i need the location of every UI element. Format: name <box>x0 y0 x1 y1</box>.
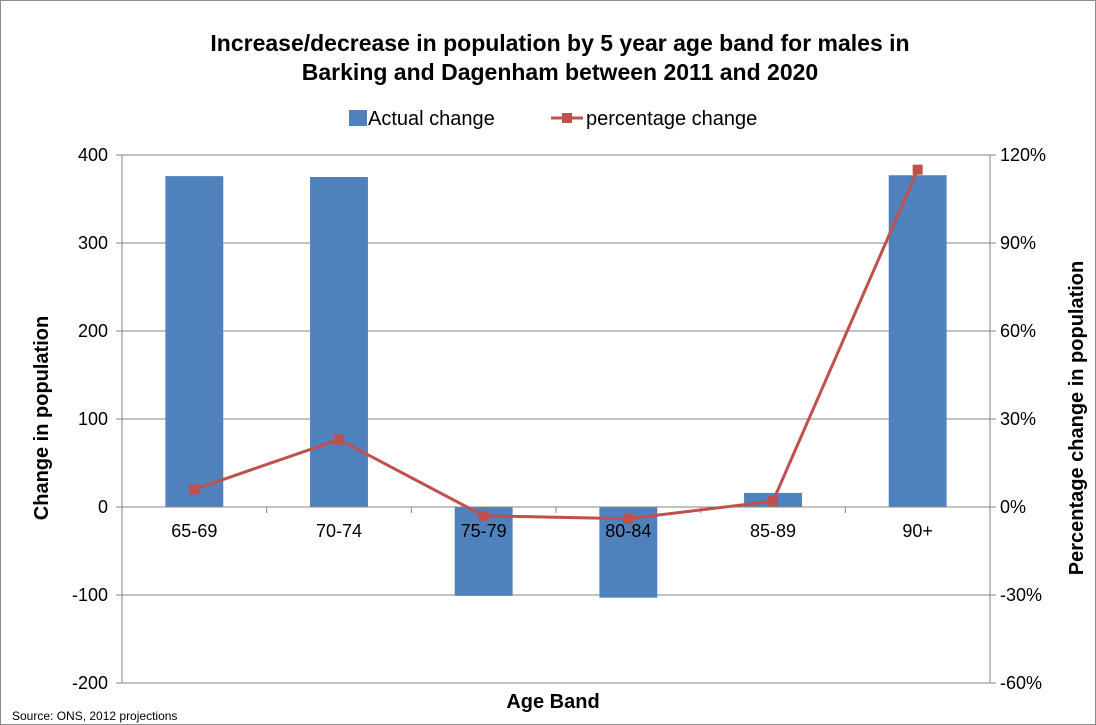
bar-65-69 <box>165 176 224 507</box>
y2-tick-labels: -60% -30% 0% 30% 60% 90% 120% <box>1000 145 1046 693</box>
x-axis-title: Age Band <box>506 691 599 713</box>
legend-label-actual-change: Actual change <box>368 108 495 130</box>
legend: Actual change percentage change <box>349 108 757 130</box>
axes <box>116 154 996 684</box>
line-point-90+ <box>912 164 923 175</box>
x-tick-label: 85-89 <box>750 521 796 541</box>
x-tick-label: 90+ <box>902 521 933 541</box>
y-tick-label: -200 <box>72 673 108 693</box>
y-tick-labels: -200 -100 0 100 200 300 400 <box>72 145 108 693</box>
y2-tick-label: 120% <box>1000 145 1046 165</box>
y2-tick-label: 60% <box>1000 321 1036 341</box>
line-point-65-69 <box>189 484 200 495</box>
y2-tick-label: -30% <box>1000 585 1042 605</box>
bar-75-79 <box>454 507 513 596</box>
y2-tick-label: 30% <box>1000 409 1036 429</box>
y-tick-label: 200 <box>78 321 108 341</box>
y-tick-label: -100 <box>72 585 108 605</box>
line-point-85-89 <box>768 496 778 507</box>
chart-title-line-1: Increase/decrease in population by 5 yea… <box>210 30 909 56</box>
x-tick-label: 75-79 <box>461 521 507 541</box>
x-tick-label: 70-74 <box>316 521 362 541</box>
bar-series <box>165 175 947 598</box>
y2-tick-label: 90% <box>1000 233 1036 253</box>
bar-90+ <box>888 175 947 508</box>
legend-label-percentage-change: percentage change <box>586 108 757 130</box>
y-tick-label: 100 <box>78 409 108 429</box>
percentage-change-line <box>193 169 920 521</box>
line-point-75-79 <box>478 510 489 521</box>
y2-axis-title: Percentage change in population <box>1066 261 1088 576</box>
y-tick-label: 400 <box>78 145 108 165</box>
line-point-70-74 <box>334 434 344 445</box>
chart-title-line-2: Barking and Dagenham between 2011 and 20… <box>302 59 818 85</box>
y-tick-label: 300 <box>78 233 108 253</box>
gridlines <box>122 154 990 684</box>
y-tick-label: 0 <box>98 497 108 517</box>
y2-tick-label: -60% <box>1000 673 1042 693</box>
legend-bar-swatch <box>349 110 367 126</box>
x-tick-label: 65-69 <box>171 521 217 541</box>
source-note: Source: ONS, 2012 projections <box>12 709 177 723</box>
legend-line-marker <box>562 113 572 123</box>
x-tick-label: 80-84 <box>605 521 651 541</box>
x-tick-labels: 65-69 70-74 75-79 80-84 85-89 90+ <box>171 521 933 541</box>
y2-tick-label: 0% <box>1000 497 1026 517</box>
bar-70-74 <box>310 177 368 507</box>
line-series <box>189 164 923 524</box>
line-point-80-84 <box>623 513 634 524</box>
y-axis-title: Change in population <box>31 316 53 520</box>
